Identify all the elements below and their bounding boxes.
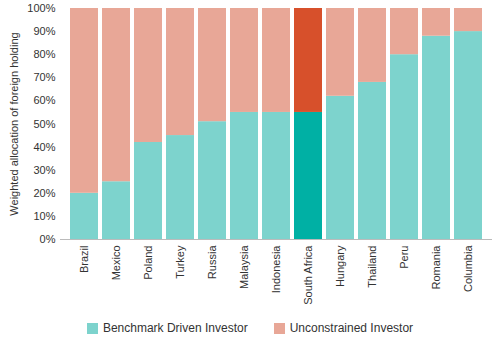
- svg-text:0%: 0%: [40, 233, 56, 245]
- svg-text:Turkey: Turkey: [174, 245, 186, 279]
- svg-text:60%: 60%: [33, 94, 55, 106]
- svg-text:Russia: Russia: [206, 245, 218, 280]
- svg-text:Peru: Peru: [398, 246, 410, 269]
- svg-text:Mexico: Mexico: [110, 246, 122, 281]
- html-text:Unconstrained Investor: Unconstrained Investor: [289, 321, 414, 335]
- svg-text:20%: 20%: [33, 187, 55, 199]
- svg-text:Weighted allocation of foreign: Weighted allocation of foreign holding: [8, 32, 20, 215]
- svg-text:Thailand: Thailand: [366, 246, 378, 288]
- svg-text:70%: 70%: [33, 71, 55, 83]
- svg-text:Hungary: Hungary: [334, 245, 346, 287]
- svg-text:Poland: Poland: [142, 246, 154, 280]
- svg-text:10%: 10%: [33, 210, 55, 222]
- svg-text:100%: 100%: [27, 2, 55, 14]
- svg-text:South Africa: South Africa: [302, 245, 314, 305]
- svg-text:Columbia: Columbia: [462, 245, 474, 292]
- svg-text:Romania: Romania: [430, 245, 442, 290]
- svg-text:30%: 30%: [33, 164, 55, 176]
- svg-text:50%: 50%: [33, 118, 55, 130]
- svg-text:Brazil: Brazil: [78, 246, 90, 274]
- svg-text:40%: 40%: [33, 141, 55, 153]
- svg-text:80%: 80%: [33, 48, 55, 60]
- svg-text:Malaysia: Malaysia: [238, 245, 250, 289]
- svg-text:Indonesia: Indonesia: [270, 245, 282, 294]
- svg-text:90%: 90%: [33, 25, 55, 37]
- html-text:Benchmark Driven Investor: Benchmark Driven Investor: [102, 321, 248, 335]
